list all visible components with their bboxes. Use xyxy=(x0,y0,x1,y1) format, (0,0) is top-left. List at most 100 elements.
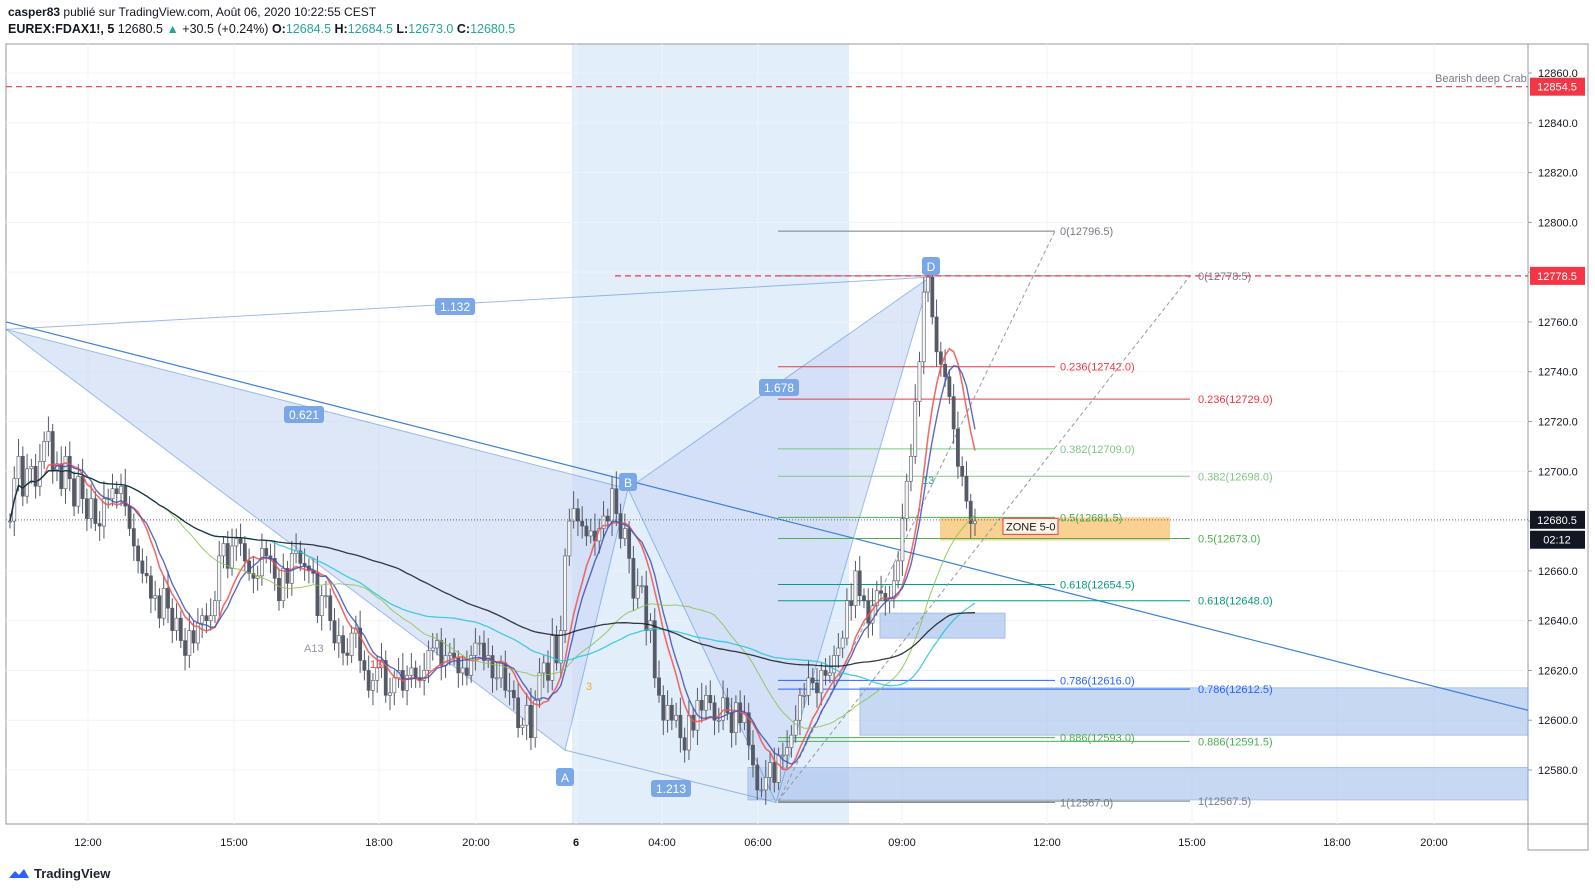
demand-zone-0 xyxy=(859,687,1529,736)
open-value: 12684.5 xyxy=(285,22,332,36)
y-tick-label-4: 12660.0 xyxy=(1538,566,1578,578)
candle-body xyxy=(751,744,755,766)
ratio-badge-3 xyxy=(651,780,691,797)
x-tick-label-0: 12:00 xyxy=(74,837,102,849)
fib2-label-3: 0.5(12673.0) xyxy=(1198,533,1260,545)
candle-body xyxy=(678,714,683,738)
footer-brand[interactable]: TradingView xyxy=(34,866,111,881)
candle-body xyxy=(798,695,802,721)
ratio-badge-0 xyxy=(284,406,324,423)
candle-body xyxy=(823,670,828,676)
candle-body xyxy=(345,652,350,656)
symbol-name[interactable]: EUREX:FDAX1!, 5 xyxy=(8,22,115,36)
price-axis-label-0: 12854.5 xyxy=(1537,82,1577,94)
candle-body xyxy=(879,590,883,594)
candle-body xyxy=(943,363,948,377)
candle-body xyxy=(140,560,145,574)
candle-body xyxy=(33,466,38,487)
candle-body xyxy=(447,652,452,656)
point-label-D: D xyxy=(927,260,936,274)
candle-body xyxy=(76,475,81,507)
candle-body xyxy=(772,762,777,783)
candle-body xyxy=(840,637,845,649)
candle-body xyxy=(524,704,529,726)
candle-body xyxy=(430,647,435,651)
candle-body xyxy=(102,498,106,527)
candle-body xyxy=(341,635,345,654)
candle-body xyxy=(260,548,264,577)
candle-body xyxy=(909,456,913,482)
candle-body xyxy=(627,528,632,559)
candle-body xyxy=(349,632,354,656)
candle-body xyxy=(511,690,516,699)
candle-body xyxy=(610,488,614,522)
candle-body xyxy=(733,702,738,733)
candle-body xyxy=(16,456,21,480)
author-name[interactable]: casper83 xyxy=(8,5,61,19)
candle-body xyxy=(687,714,691,751)
fib1-label-5: 0.786(12616.0) xyxy=(1060,675,1135,687)
fib2-label-0: 0(12778.5) xyxy=(1198,271,1251,283)
candle-body xyxy=(153,595,158,599)
ratio-badge-1 xyxy=(435,298,475,315)
y-tick-label-6: 12700.0 xyxy=(1538,466,1578,478)
candle-body xyxy=(435,640,439,649)
last-price: 12680.5 xyxy=(117,22,163,36)
demand-zone-1 xyxy=(747,767,1529,801)
low-label: L: xyxy=(396,22,409,36)
candle-body xyxy=(917,361,922,402)
candle-body xyxy=(862,595,866,602)
candle-body xyxy=(67,456,72,480)
candle-body xyxy=(746,712,751,746)
candle-body xyxy=(742,712,747,724)
candle-body xyxy=(110,488,115,499)
candle-body xyxy=(938,351,943,365)
candle-body xyxy=(383,660,388,696)
price-axis-frame xyxy=(1527,43,1589,851)
candle-body xyxy=(72,478,76,507)
candle-body xyxy=(763,777,768,791)
candle-body xyxy=(755,764,760,791)
candle-body xyxy=(89,498,94,519)
candle-body xyxy=(37,461,42,487)
trendline-main xyxy=(5,321,1529,711)
candle-body xyxy=(708,695,713,704)
candle-body xyxy=(375,667,380,681)
fib2-label-7: 1(12567.5) xyxy=(1198,796,1251,808)
candle-body xyxy=(584,525,589,537)
candle-body xyxy=(221,543,226,557)
x-tick-label-9: 15:00 xyxy=(1178,837,1206,849)
annotation-3: 3 xyxy=(586,681,592,693)
pattern-ac xyxy=(564,749,777,803)
candle-body xyxy=(358,627,363,661)
ratio-badge-2 xyxy=(759,379,799,396)
point-label-A: A xyxy=(561,771,569,785)
candle-body xyxy=(298,550,303,564)
candle-body xyxy=(200,615,205,624)
candle-body xyxy=(405,675,410,691)
candle-body xyxy=(187,630,192,656)
candle-body xyxy=(174,617,179,631)
candle-body xyxy=(362,660,367,671)
candle-body xyxy=(84,498,89,519)
x-tick-label-5: 04:00 xyxy=(648,837,676,849)
candle-body xyxy=(618,513,623,539)
y-tick-label-2: 12620.0 xyxy=(1538,665,1578,677)
candle-body xyxy=(721,697,725,721)
fib2-label-6: 0.886(12591.5) xyxy=(1198,736,1273,748)
candle-body xyxy=(759,789,764,792)
candle-body xyxy=(567,520,572,557)
price-axis-badge-2 xyxy=(1530,510,1585,529)
candle-body xyxy=(166,587,170,609)
tradingview-footer: TradingView xyxy=(8,866,110,881)
ratio-label-0: 0.621 xyxy=(289,408,319,422)
fib2-diagonal xyxy=(777,275,1191,802)
candle-body xyxy=(413,667,418,679)
candle-body xyxy=(234,538,239,547)
candle-body xyxy=(622,528,627,539)
candle-body xyxy=(640,585,644,588)
candle-body xyxy=(691,714,696,731)
candle-body xyxy=(810,677,815,684)
x-tick-label-6: 06:00 xyxy=(744,837,772,849)
